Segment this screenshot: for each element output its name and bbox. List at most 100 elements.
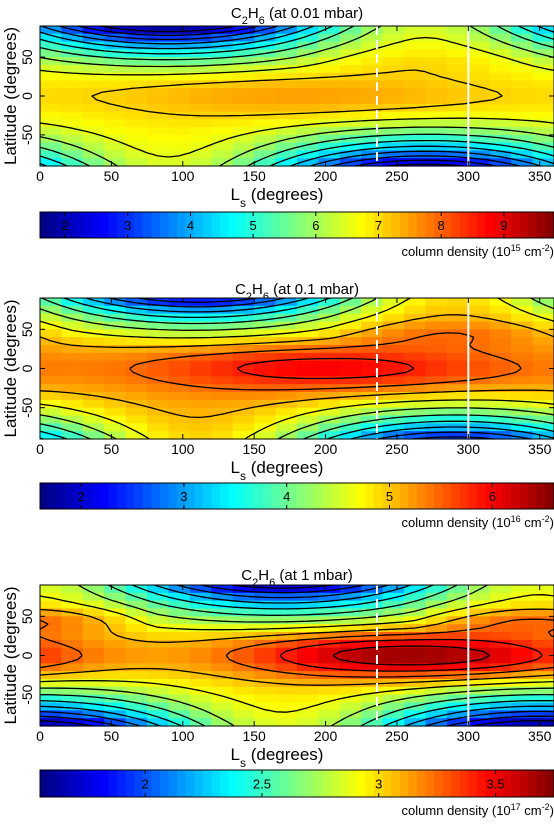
heatmap-cell [404, 392, 427, 401]
colorbar-segment [108, 770, 118, 797]
x-tick-label: 350 [528, 441, 552, 457]
colorbar-segment [142, 483, 152, 509]
heatmap-cell [147, 127, 170, 136]
heatmap-cell [254, 608, 277, 617]
heatmap-cell [468, 671, 491, 680]
heatmap-cell [189, 608, 212, 617]
heatmap-cell [168, 407, 191, 417]
colorbar-segment [442, 212, 452, 238]
heatmap-cell [104, 72, 127, 82]
heatmap-cell [254, 142, 277, 152]
heatmap-cell [254, 647, 277, 657]
heatmap-cell [125, 57, 148, 66]
heatmap-cell [211, 407, 234, 417]
heatmap-cell [40, 72, 63, 82]
heatmap-cell [511, 415, 534, 424]
heatmap-cell [339, 111, 362, 120]
heatmap-cell [511, 608, 534, 617]
heatmap-cell [511, 329, 534, 338]
heatmap-cell [275, 57, 298, 66]
heatmap-cell [232, 608, 255, 617]
colorbar-segment [511, 770, 521, 797]
colorbar-segment [134, 770, 144, 797]
heatmap-cell [40, 96, 63, 105]
heatmap-cell [446, 360, 469, 370]
heatmap-cell [404, 345, 427, 354]
colorbar-segment [185, 212, 195, 238]
heatmap-cell [339, 702, 362, 711]
heatmap-cell [104, 431, 127, 440]
heatmap-cell [211, 142, 234, 152]
heatmap-cell [254, 305, 277, 315]
heatmap-cell [361, 345, 384, 354]
heatmap-cell [125, 639, 148, 649]
heatmap-cell [168, 600, 191, 610]
heatmap-cell [361, 298, 384, 307]
heatmap-cell [254, 150, 277, 159]
heatmap-cell [254, 111, 277, 120]
heatmap-cell [382, 72, 405, 82]
heatmap-cell [168, 88, 191, 97]
heatmap-cell [168, 686, 191, 696]
heatmap-cell [532, 368, 554, 377]
heatmap-cell [211, 33, 234, 43]
heatmap-cell [40, 313, 63, 323]
colorbar-tick-label: 3 [180, 489, 187, 504]
colorbar-segment [245, 483, 255, 509]
heatmap-cell [232, 64, 255, 74]
heatmap-cell [532, 298, 554, 307]
heatmap-cell [404, 679, 427, 688]
heatmap-cell [211, 392, 234, 401]
x-tick-label: 200 [314, 168, 338, 184]
heatmap-cell [211, 415, 234, 424]
heatmap-cell [104, 376, 127, 385]
heatmap-cell [125, 88, 148, 97]
heatmap-cell [147, 298, 170, 307]
heatmap-cell [61, 384, 84, 393]
heatmap-cell [382, 392, 405, 401]
heatmap-cell [211, 686, 234, 696]
heatmap-cell [404, 592, 427, 602]
heatmap-cell [168, 384, 191, 393]
y-axis-label: Latitude (degrees) [1, 300, 20, 438]
heatmap-cell [361, 655, 384, 664]
contour-line [39, 594, 554, 713]
heatmap-cell [104, 158, 127, 167]
heatmap-cell [125, 111, 148, 120]
colorbar: 2 2.5 3 3.5 column density (1017 cm-2) [39, 769, 554, 818]
heatmap-cell [61, 368, 84, 377]
heatmap-cell [425, 616, 448, 625]
heatmap-cell [275, 103, 298, 113]
heatmap-cell [232, 647, 255, 657]
colorbar-segment [528, 770, 538, 797]
heatmap-cell [254, 337, 277, 346]
heatmap-cell [297, 57, 320, 66]
heatmap-cell [318, 679, 341, 688]
heatmap-cell [511, 663, 534, 672]
colorbar-segment [391, 483, 401, 509]
heatmap-cell [382, 639, 405, 649]
heatmap-cell [189, 718, 212, 727]
colorbar-segment [219, 483, 230, 509]
heatmap-cell [489, 376, 512, 385]
heatmap-cell [382, 345, 405, 354]
heatmap-cell [532, 142, 554, 152]
colorbar-segment [459, 212, 469, 238]
colorbar-segment [48, 212, 58, 238]
heatmap-cell [489, 647, 512, 657]
heatmap-cell [446, 41, 469, 50]
heatmap-cell [404, 150, 427, 159]
colorbar-segment [74, 483, 84, 509]
heatmap-cell [40, 639, 63, 649]
heatmap-cell [275, 616, 298, 625]
colorbar-segment [374, 483, 384, 509]
heatmap-cell [168, 345, 191, 354]
heatmap-cell [511, 710, 534, 719]
heatmap-cell [232, 158, 255, 167]
heatmap-cell [82, 616, 105, 625]
heatmap-cell [104, 368, 127, 377]
heatmap-cell [168, 632, 191, 641]
heatmap-cell [147, 624, 170, 633]
chart-title: C2H6 (at 0.1 mbar) [235, 281, 359, 303]
heatmap-cell [275, 298, 298, 307]
